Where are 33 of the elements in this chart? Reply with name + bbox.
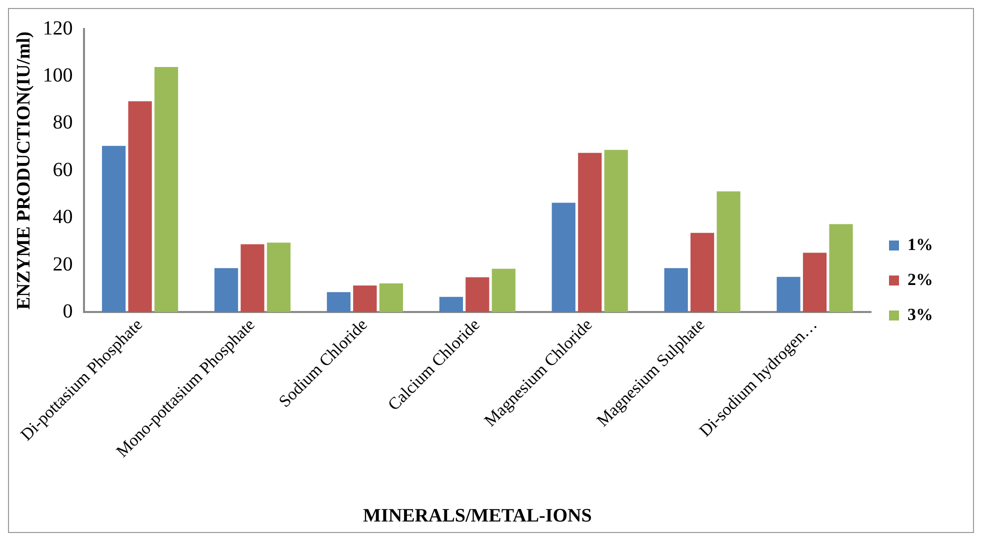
bar <box>802 252 827 312</box>
bar <box>102 146 126 312</box>
bar <box>664 268 688 312</box>
y-tick-label: 40 <box>52 206 73 228</box>
bar <box>128 101 152 312</box>
bar <box>492 268 516 312</box>
y-tick-label: 20 <box>52 253 73 276</box>
bar <box>466 277 490 312</box>
bar <box>266 242 291 312</box>
bar <box>154 67 178 312</box>
y-axis-title: ENZYME PRODUCTION(IU/ml) <box>13 32 34 310</box>
bar <box>439 296 463 312</box>
bar <box>776 276 800 312</box>
y-tick-label: 60 <box>52 158 73 181</box>
bar <box>552 202 576 312</box>
bar <box>353 286 377 312</box>
legend-label: 3% <box>908 304 933 324</box>
y-tick-label: 120 <box>42 17 73 40</box>
bar <box>829 224 853 312</box>
bar <box>379 283 403 312</box>
x-axis-title: MINERALS/METAL-IONS <box>363 506 592 527</box>
bar <box>240 244 264 312</box>
bar <box>604 150 628 312</box>
bar <box>214 268 238 312</box>
y-tick-label: 0 <box>62 300 73 322</box>
bar <box>716 191 740 312</box>
bar <box>578 152 602 312</box>
y-tick-label: 80 <box>52 112 73 134</box>
legend-label: 2% <box>908 270 933 289</box>
legend-label: 1% <box>908 234 933 254</box>
bar <box>690 232 714 312</box>
bar <box>326 292 351 312</box>
y-tick-label: 100 <box>42 64 73 86</box>
